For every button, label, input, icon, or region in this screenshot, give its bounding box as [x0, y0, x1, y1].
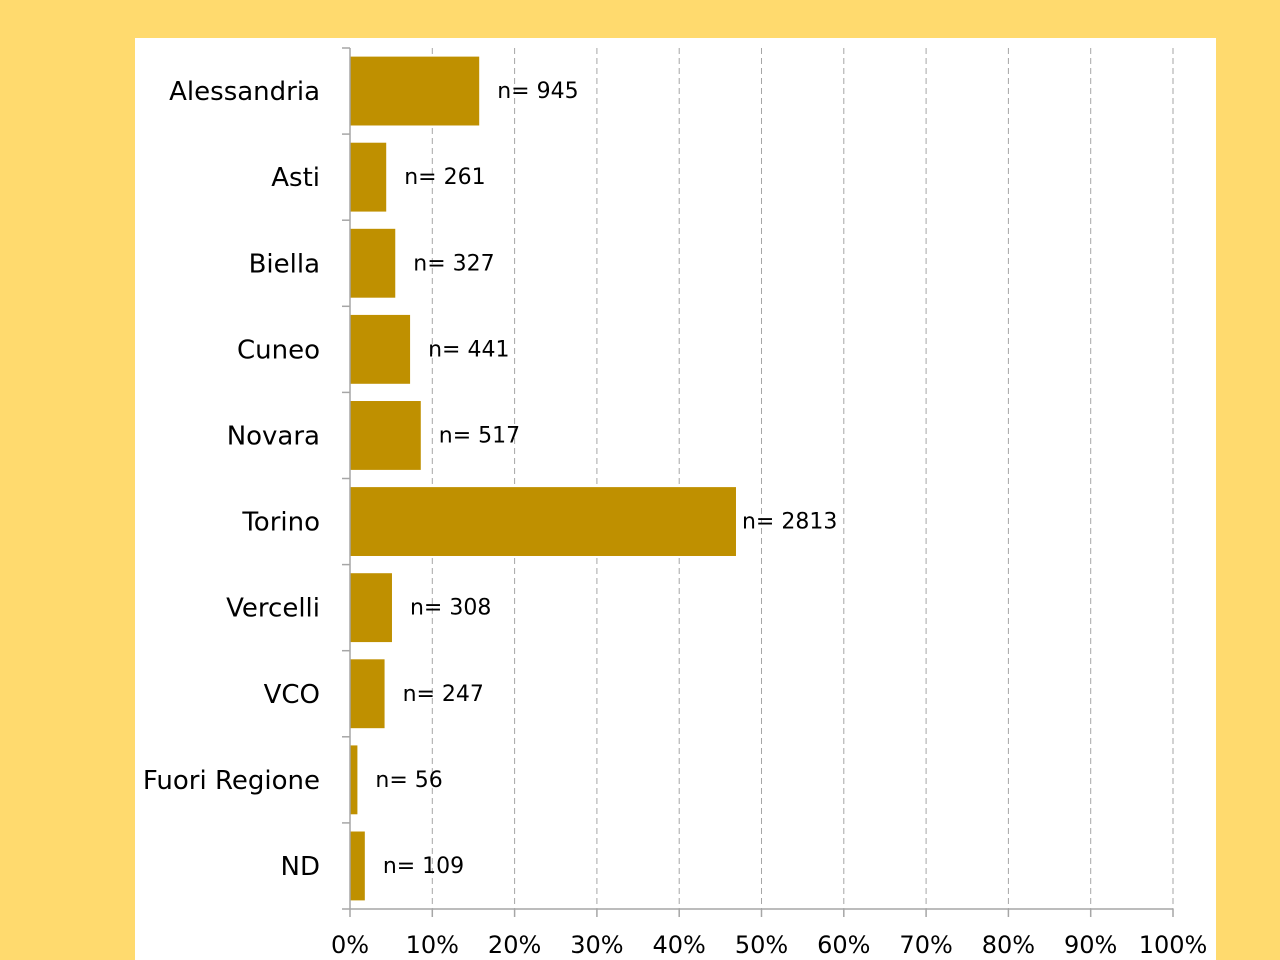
x-tick-label: 30% — [570, 931, 623, 959]
data-label: n= 56 — [375, 768, 442, 793]
category-label: Asti — [271, 163, 320, 193]
x-tick-label: 10% — [406, 931, 459, 959]
x-tick-label: 70% — [899, 931, 952, 959]
bar — [350, 228, 396, 298]
data-label: n= 327 — [413, 251, 494, 276]
category-label: Alessandria — [169, 77, 320, 107]
bar-chart: Alessandria n= 945 Asti n= 261 Biella n= 327 C… — [143, 47, 1207, 959]
category-label: Vercelli — [226, 594, 320, 624]
data-label: n= 261 — [404, 165, 485, 190]
x-tick-label: 60% — [817, 931, 870, 959]
data-label: n= 945 — [497, 79, 578, 104]
axes — [342, 47, 1174, 917]
chart-panel: Alessandria n= 945 Asti n= 261 Biella n= 327 C… — [135, 38, 1216, 960]
data-label: n= 308 — [410, 596, 491, 621]
bar — [350, 745, 358, 815]
x-tick-label: 100% — [1139, 931, 1208, 959]
category-label: Fuori Regione — [143, 766, 320, 796]
category-label: Biella — [249, 249, 320, 279]
bar — [350, 314, 411, 384]
data-label: n= 247 — [403, 682, 484, 707]
category-label: VCO — [264, 680, 320, 710]
bars — [350, 56, 736, 901]
x-tick-label: 20% — [488, 931, 541, 959]
data-label: n= 2813 — [742, 510, 837, 535]
bar — [350, 142, 387, 212]
bar — [350, 831, 365, 901]
category-label: Cuneo — [237, 335, 320, 365]
category-label: Torino — [241, 508, 320, 538]
data-label: n= 441 — [428, 337, 509, 362]
bar — [350, 56, 480, 126]
labels: Alessandria n= 945 Asti n= 261 Biella n= 327 C… — [143, 77, 1207, 959]
bar — [350, 659, 385, 729]
category-label: Novara — [227, 421, 320, 451]
bar — [350, 487, 736, 556]
gridlines — [431, 48, 1174, 909]
x-tick-label: 0% — [331, 931, 369, 959]
data-label: n= 109 — [383, 854, 464, 879]
bar — [350, 401, 421, 470]
x-tick-label: 40% — [653, 931, 706, 959]
x-tick-label: 80% — [982, 931, 1035, 959]
x-tick-label: 50% — [735, 931, 788, 959]
bar — [350, 573, 392, 643]
data-label: n= 517 — [439, 423, 520, 448]
category-label: ND — [281, 852, 320, 882]
x-tick-label: 90% — [1064, 931, 1117, 959]
